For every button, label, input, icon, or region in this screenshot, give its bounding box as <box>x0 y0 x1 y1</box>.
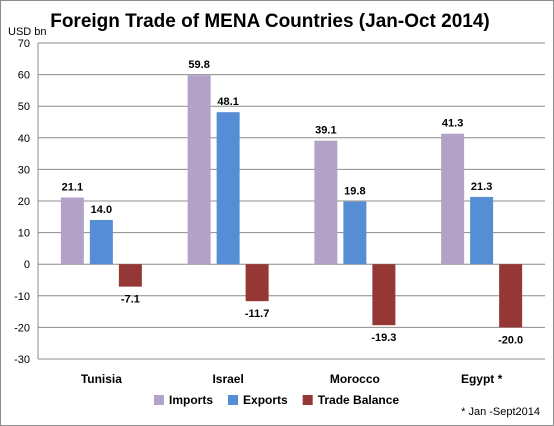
bar-imports <box>187 75 211 265</box>
y-tick-label: -30 <box>14 354 30 366</box>
data-label: 19.8 <box>344 186 365 198</box>
y-axis-unit: USD bn <box>8 26 47 38</box>
data-label: -7.1 <box>121 294 140 306</box>
data-label: -19.3 <box>371 332 396 344</box>
y-tick-label: 0 <box>24 259 30 271</box>
bar-exports <box>216 112 240 265</box>
footnote: * Jan -Sept2014 <box>461 406 540 418</box>
y-tick-label: -10 <box>14 291 30 303</box>
bar-trade-balance <box>118 264 142 287</box>
x-category-label: Egypt * <box>461 372 503 386</box>
bar-trade-balance <box>372 264 396 326</box>
y-tick-label: 20 <box>18 196 30 208</box>
data-label: 48.1 <box>217 96 238 108</box>
legend-swatch <box>228 395 239 405</box>
x-category-label: Morocco <box>330 372 380 386</box>
legend-label: Exports <box>243 393 288 407</box>
data-label: 21.3 <box>471 181 492 193</box>
data-label: 21.1 <box>62 182 83 194</box>
y-tick-label: -20 <box>14 322 30 334</box>
bar-imports <box>441 133 465 265</box>
y-tick-label: 70 <box>18 38 30 50</box>
data-label: 59.8 <box>188 59 209 71</box>
data-label: 41.3 <box>442 118 463 130</box>
data-label: -20.0 <box>498 334 523 346</box>
y-tick-label: 50 <box>18 101 30 113</box>
y-tick-label: 10 <box>18 228 30 240</box>
legend-swatch <box>154 395 164 405</box>
legend-label: Trade Balance <box>318 393 400 407</box>
x-category-label: Tunisia <box>81 372 122 386</box>
bar-exports <box>343 201 367 265</box>
bar-exports <box>470 196 494 265</box>
y-tick-label: 60 <box>18 70 30 82</box>
legend-label: Imports <box>169 393 213 407</box>
bar-exports <box>89 219 113 265</box>
bar-trade-balance <box>245 264 269 302</box>
bar-trade-balance <box>499 264 523 328</box>
y-tick-label: 30 <box>18 164 30 176</box>
bar-imports <box>60 197 84 265</box>
x-category-label: Israel <box>212 372 243 386</box>
chart-title: Foreign Trade of MENA Countries (Jan-Oct… <box>50 11 490 32</box>
legend-swatch <box>302 395 313 405</box>
data-label: -11.7 <box>245 308 269 320</box>
y-tick-label: 40 <box>18 133 30 145</box>
bar-imports <box>314 140 338 265</box>
data-label: 39.1 <box>315 125 336 137</box>
data-label: 14.0 <box>91 204 112 216</box>
